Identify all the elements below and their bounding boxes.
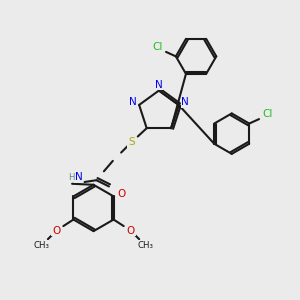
Text: O: O — [52, 226, 60, 236]
Text: S: S — [128, 137, 134, 148]
Text: N: N — [155, 80, 163, 90]
Text: Cl: Cl — [263, 109, 273, 119]
Text: N: N — [182, 97, 189, 107]
Text: CH₃: CH₃ — [137, 241, 153, 250]
Text: O: O — [127, 226, 135, 236]
Text: N: N — [75, 172, 83, 182]
Text: N: N — [129, 97, 136, 107]
Text: H: H — [68, 173, 74, 182]
Text: Cl: Cl — [152, 42, 162, 52]
Text: O: O — [117, 189, 125, 199]
Text: CH₃: CH₃ — [34, 241, 50, 250]
